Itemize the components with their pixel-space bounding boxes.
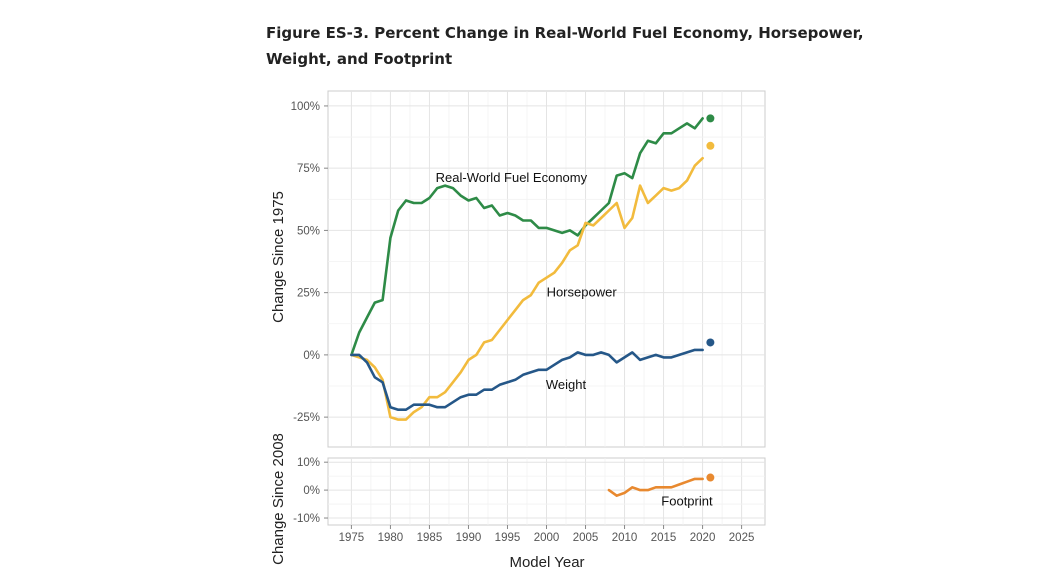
y-axis-title-footprint: Change Since 2008: [270, 433, 287, 565]
x-tick-label: 2025: [729, 532, 755, 544]
main-panel: 100% 75% 50% 25% 0% -25% Real-World Fuel Econo…: [291, 90, 766, 448]
x-tick-label: 2020: [690, 532, 716, 544]
figure-title: Figure ES-3. Percent Change in Real-Worl…: [266, 24, 864, 68]
footprint-point: [706, 473, 715, 482]
weight-line: [350, 348, 704, 411]
x-axis-title: Model Year: [509, 554, 584, 571]
y-axis-title-main: Change Since 1975: [270, 191, 287, 323]
x-tick-label: 2005: [573, 532, 599, 544]
main-y-tick-label: 100%: [291, 101, 320, 113]
main-y-tick-label: 50%: [297, 225, 320, 237]
horsepower-point: [706, 141, 715, 150]
x-tick-label: 1985: [417, 532, 443, 544]
x-tick-label: 1990: [456, 532, 482, 544]
real-world-fuel-economy-line: [350, 117, 704, 357]
main-y-tick-label: -25%: [293, 412, 320, 424]
x-tick-label: 2015: [651, 532, 677, 544]
x-tick-label: 2010: [612, 532, 638, 544]
x-tick-label: 1995: [495, 532, 521, 544]
footprint-y-tick-label: -10%: [293, 513, 320, 525]
real-world-fuel-economy-point: [706, 114, 715, 123]
weight-point: [706, 338, 715, 347]
weight-label: Weight: [546, 377, 587, 392]
footprint-y-tick-label: 10%: [297, 457, 320, 469]
footprint-label: Footprint: [661, 493, 713, 508]
real-world-fuel-economy-label: Real-World Fuel Economy: [436, 170, 588, 185]
x-tick-label: 1980: [378, 532, 404, 544]
footprint-panel: 10% 0% -10% Footprint: [293, 457, 766, 526]
x-axis: 1975 1980 1985 1990 1995 2000 2005 2010 2015 2020…: [339, 525, 755, 544]
footprint-line: [607, 477, 704, 497]
footprint-y-tick-label: 0%: [303, 485, 320, 497]
main-y-tick-label: 75%: [297, 163, 320, 175]
horsepower-line: [350, 156, 704, 421]
x-tick-label: 2000: [534, 532, 560, 544]
x-tick-label: 1975: [339, 532, 365, 544]
main-y-tick-label: 25%: [297, 288, 320, 300]
horsepower-label: Horsepower: [547, 285, 618, 300]
main-y-tick-label: 0%: [303, 350, 320, 362]
